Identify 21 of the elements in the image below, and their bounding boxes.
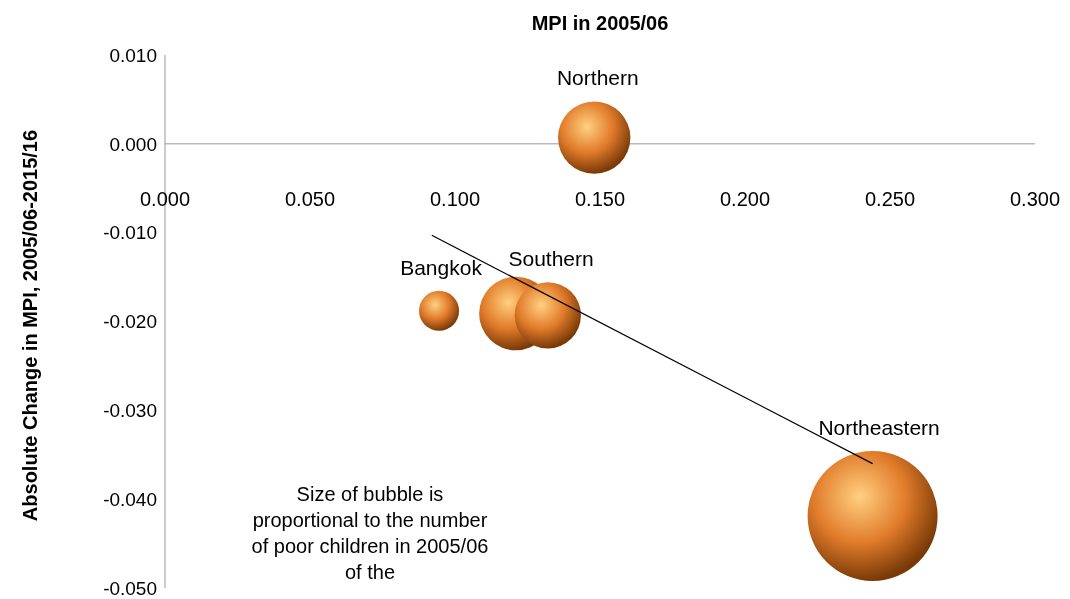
series-label: Northeastern: [818, 416, 940, 440]
x-tick-label: 0.000: [139, 187, 191, 210]
y-axis-title: Absolute Change in MPI, 2005/06-2015/16: [18, 128, 42, 524]
y-tick-label: -0.050: [103, 577, 157, 599]
x-tick-label: 0.250: [864, 187, 916, 210]
x-axis-title: MPI in 2005/06: [530, 12, 670, 35]
x-tick-label: 0.050: [284, 187, 336, 210]
x-tick-label: 0.200: [719, 187, 771, 210]
x-tick-label: 0.150: [574, 187, 626, 210]
y-tick-label: -0.040: [103, 488, 157, 510]
y-tick-label: -0.010: [103, 222, 157, 244]
series-label: Bangkok: [400, 255, 483, 279]
series-label: Southern: [508, 247, 594, 271]
y-tick-label: -0.030: [103, 400, 157, 422]
annotation: Size of bubble is proportional to the number of poor children in 2005/06 of the: [250, 482, 490, 585]
y-tick-label: -0.020: [103, 311, 157, 333]
y-tick-label: 0.000: [109, 133, 157, 155]
y-tick-label: 0.010: [109, 44, 157, 66]
x-tick-label: 0.100: [429, 187, 481, 210]
series-label: Northern: [556, 66, 639, 90]
x-tick-label: 0.300: [1009, 187, 1061, 210]
